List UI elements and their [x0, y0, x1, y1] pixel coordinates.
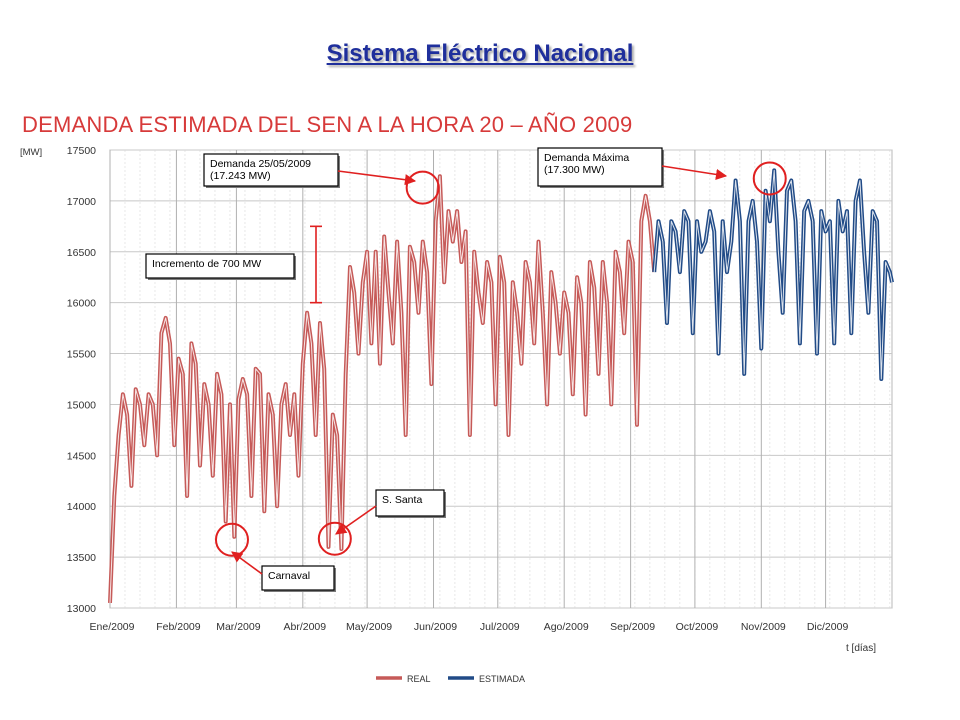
- annotation-circle: [752, 161, 787, 196]
- x-tick-label: Jul/2009: [480, 621, 520, 633]
- legend-label-estimada: ESTIMADA: [479, 674, 525, 684]
- y-tick-label: 13500: [67, 552, 96, 564]
- annotation-circle: [317, 521, 352, 556]
- y-tick-label: 16000: [67, 298, 96, 310]
- annotation-arrow: [335, 505, 377, 535]
- series-line-highlight: [653, 169, 893, 380]
- slide-title: Sistema Eléctrico Nacional: [326, 40, 634, 67]
- x-tick-label: Abr/2009: [284, 621, 327, 633]
- x-tick-label: Feb/2009: [156, 621, 201, 633]
- annotation-arrow: [337, 170, 417, 186]
- annotation-text: S. Santa: [382, 494, 422, 506]
- annotation-circle: [214, 522, 249, 557]
- annotation-text: Demanda Máxima: [544, 152, 629, 164]
- annotation-text: (17.300 MW): [544, 164, 605, 176]
- annotation-text: (17.243 MW): [210, 170, 271, 182]
- x-tick-label: Oct/2009: [676, 621, 719, 633]
- x-tick-label: Ago/2009: [544, 621, 589, 633]
- annotation-semana-santa: [375, 489, 445, 517]
- y-tick-label: 15000: [67, 399, 96, 411]
- y-tick-label: 13000: [67, 603, 96, 615]
- annotation-circle: [405, 170, 440, 205]
- y-tick-label: 14500: [67, 450, 96, 462]
- annotation-text: Carnaval: [268, 570, 310, 582]
- y-tick-label: 16500: [67, 247, 96, 259]
- annotation-demanda-25-05: [203, 153, 339, 187]
- x-tick-label: Jun/2009: [414, 621, 457, 633]
- y-axis-label: [MW]: [20, 147, 42, 158]
- legend-label-real: REAL: [407, 674, 431, 684]
- x-tick-label: Sep/2009: [610, 621, 655, 633]
- annotation-carnaval: [261, 565, 335, 591]
- x-tick-label: May/2009: [346, 621, 392, 633]
- x-tick-label: Dic/2009: [807, 621, 849, 633]
- annotation-text: Demanda 25/05/2009: [210, 158, 311, 170]
- x-tick-label: Mar/2009: [216, 621, 261, 633]
- chart-title: DEMANDA ESTIMADA DEL SEN A LA HORA 20 – …: [22, 112, 633, 137]
- series-line-highlight: [109, 175, 655, 603]
- y-tick-label: 17000: [67, 196, 96, 208]
- x-tick-label: Nov/2009: [741, 621, 786, 633]
- y-tick-label: 15500: [67, 349, 96, 361]
- x-axis-label: t [días]: [846, 643, 876, 654]
- x-tick-label: Ene/2009: [90, 621, 135, 633]
- y-tick-label: 17500: [67, 145, 96, 157]
- annotation-demanda-maxima: [537, 147, 663, 187]
- annotation-incremento: [145, 253, 295, 279]
- annotation-text: Incremento de 700 MW: [152, 258, 261, 270]
- annotation-arrow: [661, 165, 728, 180]
- y-tick-label: 14000: [67, 501, 96, 513]
